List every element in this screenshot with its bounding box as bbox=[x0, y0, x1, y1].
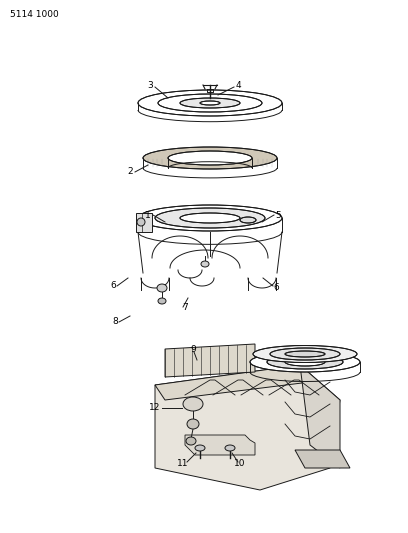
Ellipse shape bbox=[158, 298, 166, 304]
Text: 10: 10 bbox=[234, 458, 246, 467]
Ellipse shape bbox=[240, 217, 256, 223]
Ellipse shape bbox=[187, 419, 199, 429]
Ellipse shape bbox=[195, 445, 205, 451]
Ellipse shape bbox=[285, 351, 325, 357]
Ellipse shape bbox=[157, 284, 167, 292]
Polygon shape bbox=[165, 344, 255, 377]
Ellipse shape bbox=[253, 345, 357, 362]
Text: 12: 12 bbox=[149, 403, 161, 413]
Ellipse shape bbox=[201, 261, 209, 267]
Text: 6: 6 bbox=[273, 282, 279, 292]
Text: 8: 8 bbox=[112, 318, 118, 327]
Ellipse shape bbox=[270, 348, 340, 360]
Ellipse shape bbox=[180, 213, 240, 223]
Ellipse shape bbox=[137, 218, 145, 226]
Text: 4: 4 bbox=[235, 80, 241, 90]
Text: 6: 6 bbox=[110, 280, 116, 289]
Text: 3: 3 bbox=[147, 80, 153, 90]
Polygon shape bbox=[300, 365, 340, 468]
Ellipse shape bbox=[168, 151, 252, 165]
Ellipse shape bbox=[138, 90, 282, 116]
Ellipse shape bbox=[186, 437, 196, 445]
Text: 5: 5 bbox=[275, 211, 281, 220]
Polygon shape bbox=[155, 365, 340, 490]
Ellipse shape bbox=[225, 445, 235, 451]
Text: 7: 7 bbox=[182, 303, 188, 312]
Text: 5114 1000: 5114 1000 bbox=[10, 10, 59, 19]
Polygon shape bbox=[136, 213, 152, 232]
Text: 2: 2 bbox=[127, 167, 133, 176]
Ellipse shape bbox=[155, 208, 265, 228]
Text: 11: 11 bbox=[177, 458, 189, 467]
Polygon shape bbox=[185, 435, 255, 455]
Ellipse shape bbox=[200, 101, 220, 105]
Ellipse shape bbox=[250, 352, 360, 372]
Ellipse shape bbox=[143, 147, 277, 169]
Ellipse shape bbox=[267, 355, 343, 369]
Text: 9: 9 bbox=[190, 345, 196, 354]
Ellipse shape bbox=[158, 94, 262, 112]
Ellipse shape bbox=[180, 98, 240, 108]
Polygon shape bbox=[295, 450, 350, 468]
Text: 1: 1 bbox=[145, 211, 151, 220]
Ellipse shape bbox=[183, 397, 203, 411]
Polygon shape bbox=[155, 365, 310, 400]
Ellipse shape bbox=[138, 205, 282, 231]
Ellipse shape bbox=[285, 358, 325, 366]
